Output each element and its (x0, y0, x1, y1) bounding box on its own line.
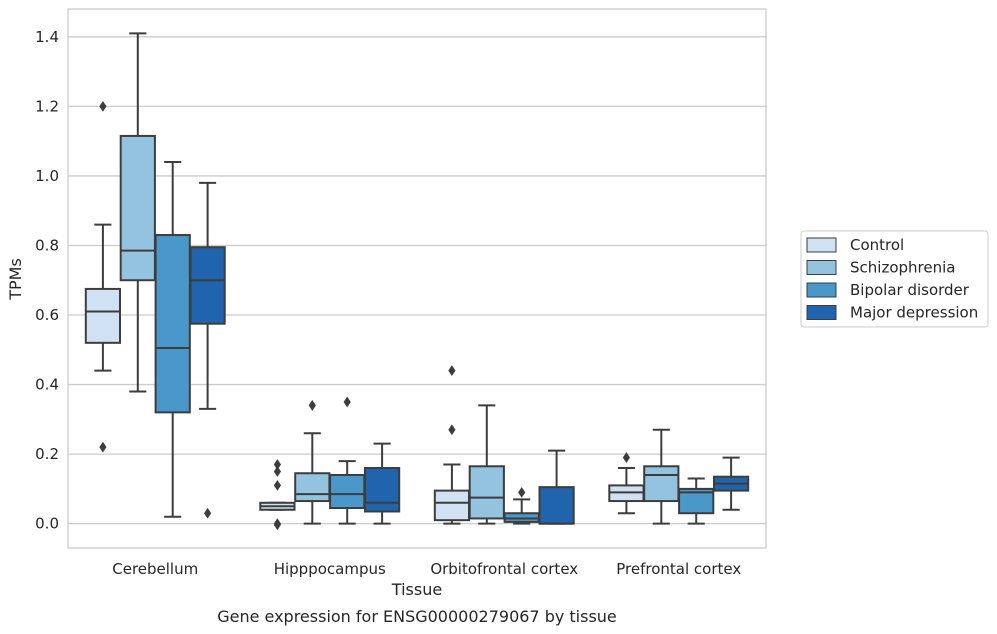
y-tick-label: 0.4 (35, 376, 59, 394)
box (154, 234, 191, 414)
outlier-point (622, 452, 630, 463)
box (468, 465, 505, 520)
legend-label: Bipolar disorder (850, 281, 970, 299)
box-group (468, 404, 505, 525)
chart-caption: Gene expression for ENSG00000279067 by t… (217, 607, 617, 626)
y-tick-label: 1.4 (35, 28, 59, 46)
box (329, 473, 366, 510)
y-tick-label: 0.2 (35, 445, 59, 463)
x-axis-label: Tissue (391, 580, 442, 599)
legend-swatch (806, 260, 837, 275)
outlier-point (273, 480, 281, 491)
box-group (84, 100, 122, 453)
legend-swatch (806, 282, 837, 298)
box-group (154, 161, 191, 518)
y-tick-label: 0.6 (35, 306, 59, 324)
plot-area-frame (67, 8, 767, 549)
boxes (84, 32, 750, 531)
legend-swatch (806, 305, 837, 320)
x-tick-label: Orbitofrontal cortex (430, 560, 578, 578)
outlier-point (204, 507, 212, 519)
box (84, 287, 122, 344)
box-group (189, 181, 226, 519)
box-group (643, 428, 680, 525)
y-tick-label: 1.0 (35, 167, 59, 185)
box (119, 134, 156, 282)
box (433, 489, 471, 522)
legend-label: Control (850, 236, 904, 254)
x-tick-label: Cerebellum (112, 560, 198, 578)
x-tick-label: Hipppocampus (274, 560, 386, 578)
x-tick-label: Prefrontal cortex (616, 560, 741, 578)
legend-label: Schizophrenia (850, 259, 955, 277)
y-tick-label: 0.0 (35, 515, 59, 533)
y-tick-label: 1.2 (35, 97, 59, 115)
box-group (678, 477, 715, 525)
legend: Control Schizophrenia Bipolar disorder Majo… (800, 230, 989, 328)
legend-label: Major depression (850, 304, 978, 322)
outlier-point (448, 424, 456, 436)
box-group (433, 365, 471, 525)
y-tick-label: 0.8 (35, 236, 59, 254)
box-group (363, 442, 401, 525)
box-group (119, 32, 156, 393)
outlier-point (308, 400, 316, 411)
legend-frame (800, 230, 989, 328)
box-group (259, 459, 296, 531)
legend-swatch (806, 237, 837, 253)
outlier-point (273, 466, 281, 477)
box-group (712, 456, 750, 511)
outlier-point (273, 519, 281, 531)
box-group (608, 452, 645, 515)
box-group (329, 396, 366, 525)
box-group (538, 449, 575, 525)
outlier-point (99, 441, 107, 453)
y-axis-label: TPMs (6, 258, 25, 301)
box (189, 246, 226, 325)
outlier-point (518, 486, 526, 498)
box-group (294, 400, 331, 525)
outlier-point (99, 100, 107, 112)
box (643, 465, 680, 503)
x-tick-labels: Cerebellum Hipppocampus Orbitofrontal cort… (112, 560, 741, 578)
outlier-point (273, 459, 281, 470)
box (363, 467, 401, 513)
y-tick-labels: 0.0 0.2 0.4 0.6 0.8 1.0 1.2 1.4 (35, 28, 59, 533)
box (294, 472, 331, 503)
box-group (503, 486, 540, 525)
box (538, 486, 575, 525)
outlier-point (343, 396, 351, 408)
outlier-point (448, 365, 456, 377)
